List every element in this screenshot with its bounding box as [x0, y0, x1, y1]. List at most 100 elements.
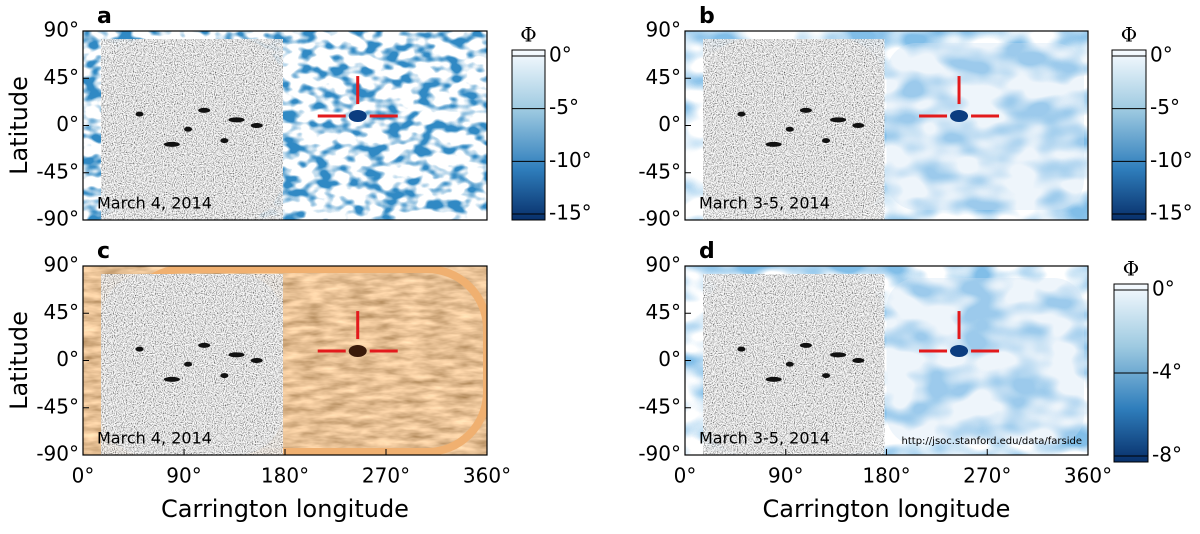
y-tick-label: 45°: [646, 300, 681, 324]
colorbar-tick-label: -10°: [1150, 148, 1193, 172]
sunspot: [822, 373, 831, 379]
sunspot: [852, 123, 865, 128]
date-annotation: March 3-5, 2014: [699, 194, 830, 213]
y-tick-label: -90°: [36, 442, 79, 466]
y-tick-label: -45°: [638, 394, 681, 418]
colorbar-tick-label: -15°: [1150, 201, 1193, 225]
y-tick-label: -90°: [36, 207, 79, 231]
colorbar: [511, 49, 546, 221]
nearside-magnetogram: [101, 274, 283, 455]
sunspot: [228, 117, 245, 123]
colorbar-tick-label: -5°: [549, 95, 579, 119]
colorbar-tick-label: -8°: [1152, 443, 1182, 467]
sunspot: [765, 141, 782, 147]
y-tick-label: 45°: [646, 65, 681, 89]
farside-glow: [886, 278, 1084, 445]
map-image: [685, 31, 1088, 220]
sunspot: [830, 352, 847, 358]
farside-region: [950, 110, 969, 123]
sunspot: [220, 373, 229, 379]
y-tick-label: 90°: [646, 253, 681, 277]
sunspot: [198, 107, 211, 113]
panel: 90°45°0°-45°-90°0° 90° 180° 270° 360°cMarch …: [5, 239, 511, 523]
panel-label: b: [699, 4, 715, 29]
map-image: [685, 266, 1088, 455]
panel-label: c: [97, 239, 110, 264]
colorbar-tick-label: -4°: [1152, 360, 1182, 384]
colorbar-tick-label: -15°: [549, 201, 592, 225]
x-axis-label: Carrington longitude: [763, 495, 1011, 523]
colorbar-tick-label: -10°: [549, 148, 592, 172]
farside-region: [950, 345, 969, 358]
x-tick-label: 270°: [362, 464, 410, 488]
sunspot: [785, 126, 794, 132]
sunspot: [852, 358, 865, 363]
sunspot: [135, 111, 144, 117]
colorbar-tick-label: 0°: [1152, 277, 1175, 301]
colorbar: [1111, 49, 1147, 221]
y-tick-label: -45°: [638, 159, 681, 183]
y-tick-label: -45°: [36, 159, 79, 183]
nearside-magnetogram: [703, 274, 885, 455]
sunspot: [765, 376, 782, 382]
colorbar-title: Φ: [1121, 23, 1137, 47]
sunspot: [163, 376, 180, 382]
date-annotation: March 3-5, 2014: [699, 429, 830, 448]
colorbar-tick-label: 0°: [1150, 43, 1173, 67]
date-annotation: March 4, 2014: [97, 194, 212, 213]
farside-region: [348, 110, 367, 123]
sunspot: [799, 107, 812, 113]
panel-label: d: [699, 239, 715, 264]
sunspot: [198, 342, 211, 348]
panel-label: a: [97, 4, 112, 29]
y-tick-label: -90°: [638, 442, 681, 466]
y-tick-label: -45°: [36, 394, 79, 418]
panel: 90° 45° 0° -45° -90° a March 4, 2014 Latitude 0°…: [5, 4, 592, 231]
x-axis-label: Carrington longitude: [161, 495, 409, 523]
x-tick-label: 0°: [674, 464, 697, 488]
y-tick-label: 0°: [56, 347, 79, 371]
farside-glow: [886, 43, 1084, 210]
map-image: [83, 266, 487, 455]
sunspot: [822, 138, 831, 144]
sunspot: [184, 361, 193, 367]
map-image: [83, 31, 487, 220]
sunspot: [737, 111, 746, 117]
panel: 90° 45° 0° -45° -90° b March 3-5, 2014 0° -5° -10…: [638, 4, 1192, 231]
y-axis-label: Latitude: [5, 76, 33, 175]
y-tick-label: 45°: [44, 65, 79, 89]
sunspot: [250, 123, 263, 128]
y-tick-label: -90°: [638, 207, 681, 231]
y-tick-label: 90°: [646, 18, 681, 42]
sunspot: [785, 361, 794, 367]
sunspot: [220, 138, 229, 144]
date-annotation: March 4, 2014: [97, 429, 212, 448]
y-tick-label: 0°: [658, 112, 681, 136]
x-tick-label: 180°: [862, 464, 910, 488]
sunspot: [737, 346, 746, 352]
colorbar-title: Φ: [1123, 257, 1139, 281]
nearside-magnetogram: [101, 39, 283, 220]
source-url: http://jsoc.stanford.edu/data/farside: [902, 436, 1082, 447]
x-tick-label: 90°: [768, 464, 803, 488]
sunspot: [830, 117, 847, 123]
x-tick-label: 360°: [1064, 464, 1112, 488]
x-tick-label: 0°: [72, 464, 95, 488]
x-tick-label: 90°: [166, 464, 201, 488]
x-tick-label: 270°: [963, 464, 1011, 488]
x-tick-label: 360°: [463, 464, 511, 488]
y-tick-label: 0°: [658, 347, 681, 371]
sunspot: [163, 141, 180, 147]
sunspot: [228, 352, 245, 358]
y-tick-label: 0°: [56, 112, 79, 136]
x-tick-label: 180°: [261, 464, 309, 488]
sunspot: [250, 358, 263, 363]
panel: 90°45°0°-45°-90°0° 90° 180° 270° 360°dMarch …: [638, 239, 1182, 523]
sunspot: [799, 342, 812, 348]
colorbar-tick-label: 0°: [549, 43, 572, 67]
colorbar-tick-label: -5°: [1150, 95, 1180, 119]
farside-region: [348, 345, 367, 358]
nearside-magnetogram: [703, 39, 885, 220]
colorbar-title: Φ: [520, 23, 536, 47]
